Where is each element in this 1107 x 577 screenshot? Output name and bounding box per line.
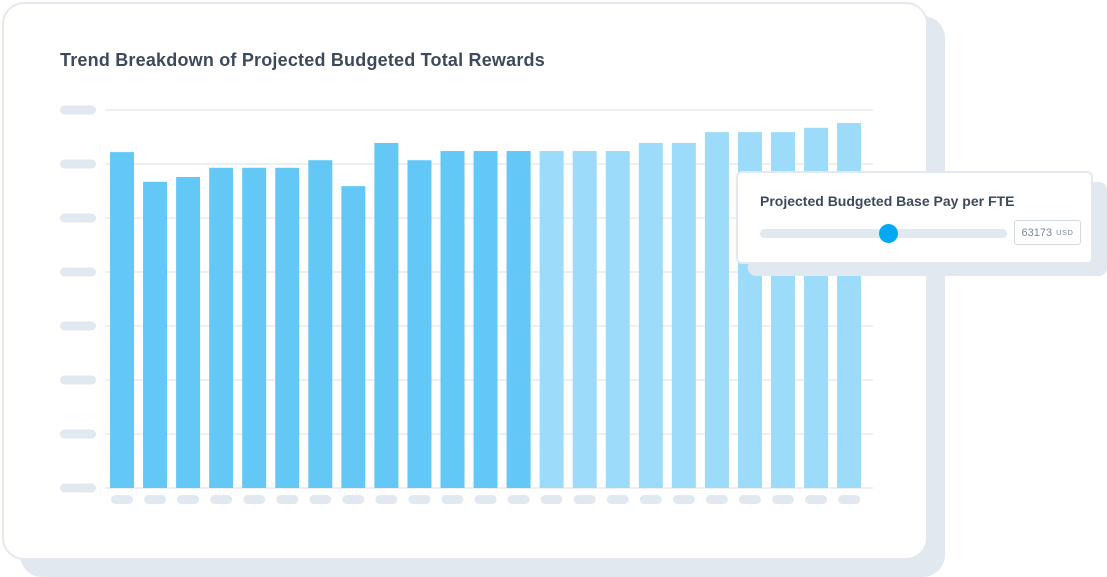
chart-title: Trend Breakdown of Projected Budgeted To… [60, 50, 545, 70]
bar [374, 142, 399, 488]
bar [506, 151, 531, 489]
slider-thumb[interactable] [879, 224, 899, 243]
x-tick-label-placeholder [177, 495, 200, 504]
bar [572, 151, 597, 489]
bar [308, 160, 333, 488]
x-tick-label-placeholder [441, 495, 464, 504]
bar [209, 167, 234, 488]
y-tick-label-placeholder [60, 483, 96, 493]
x-tick-label-placeholder [573, 495, 596, 504]
panel-title: Projected Budgeted Base Pay per FTE [760, 193, 1015, 209]
x-tick-label-placeholder [243, 495, 266, 504]
y-tick-label-placeholder [60, 429, 96, 439]
y-tick-label-placeholder [60, 159, 96, 169]
x-tick-label-placeholder [639, 495, 662, 504]
bar [275, 167, 300, 488]
bar [605, 151, 630, 489]
bar [671, 142, 696, 488]
x-tick-label-placeholder [540, 495, 563, 504]
bar [176, 176, 201, 488]
x-tick-label-placeholder [606, 495, 629, 504]
x-tick-label-placeholder [805, 495, 828, 504]
x-tick-label-placeholder [309, 495, 332, 504]
x-tick-label-placeholder [738, 495, 761, 504]
x-tick-label-placeholder [772, 495, 794, 504]
x-tick-label-placeholder [705, 495, 728, 504]
y-tick-label-placeholder [60, 321, 96, 331]
bar [473, 151, 498, 489]
x-tick-label-placeholder [474, 495, 497, 504]
x-tick-label-placeholder [210, 495, 233, 504]
value-text: 63173 [1021, 226, 1053, 239]
bar [704, 132, 729, 488]
base-pay-panel: Projected Budgeted Base Pay per FTE 6317… [736, 171, 1093, 264]
x-tick-label-placeholder [375, 495, 398, 504]
x-tick-label-placeholder [111, 495, 133, 504]
bar [539, 151, 564, 489]
x-tick-label-placeholder [408, 495, 431, 504]
y-tick-label-placeholder [60, 267, 96, 277]
base-pay-slider[interactable] [760, 224, 1007, 243]
x-tick-label-placeholder [838, 495, 861, 504]
bar [440, 151, 465, 489]
bar [407, 160, 432, 488]
x-tick-label-placeholder [276, 495, 299, 504]
bar [110, 152, 134, 488]
bar [638, 142, 663, 488]
x-tick-label-placeholder [342, 495, 365, 504]
y-tick-label-placeholder [60, 213, 96, 223]
y-tick-label-placeholder [60, 375, 96, 385]
x-tick-label-placeholder [144, 495, 167, 504]
x-tick-label-placeholder [672, 495, 695, 504]
unit-text: USD [1056, 228, 1074, 237]
y-tick-label-placeholder [60, 105, 96, 115]
x-tick-label-placeholder [507, 495, 530, 504]
bar [242, 167, 267, 488]
bar [143, 181, 168, 488]
base-pay-value-field[interactable]: 63173 USD [1014, 220, 1081, 245]
bar [341, 186, 366, 488]
